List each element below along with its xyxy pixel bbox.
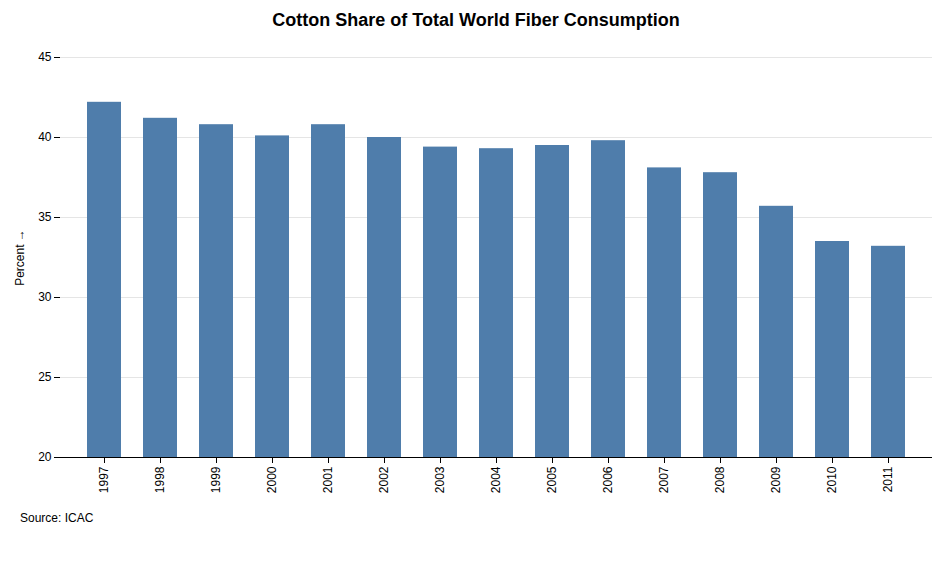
svg-text:2000: 2000 [265, 466, 279, 493]
svg-text:45: 45 [38, 50, 52, 64]
svg-text:2002: 2002 [377, 466, 391, 493]
svg-text:2004: 2004 [489, 466, 503, 493]
svg-text:2001: 2001 [321, 466, 335, 493]
svg-text:1998: 1998 [153, 466, 167, 493]
svg-text:2009: 2009 [769, 466, 783, 493]
svg-text:Percent →: Percent → [13, 229, 27, 286]
html-text:Cotton Share of Total World Fi: Cotton Share of Total World Fiber Consum… [272, 10, 680, 30]
svg-text:1997: 1997 [97, 466, 111, 493]
svg-text:35: 35 [38, 210, 52, 224]
svg-text:20: 20 [38, 450, 52, 464]
svg-text:2005: 2005 [545, 466, 559, 493]
svg-text:1999: 1999 [209, 466, 223, 493]
svg-text:2011: 2011 [881, 466, 895, 492]
svg-text:2006: 2006 [601, 466, 615, 493]
svg-text:40: 40 [38, 130, 52, 144]
svg-text:2007: 2007 [657, 466, 671, 493]
svg-text:2003: 2003 [433, 466, 447, 493]
svg-text:30: 30 [38, 290, 52, 304]
html-text:Source: ICAC: Source: ICAC [20, 511, 94, 525]
svg-text:2010: 2010 [825, 466, 839, 493]
svg-text:2008: 2008 [713, 466, 727, 493]
svg-text:25: 25 [38, 370, 52, 384]
